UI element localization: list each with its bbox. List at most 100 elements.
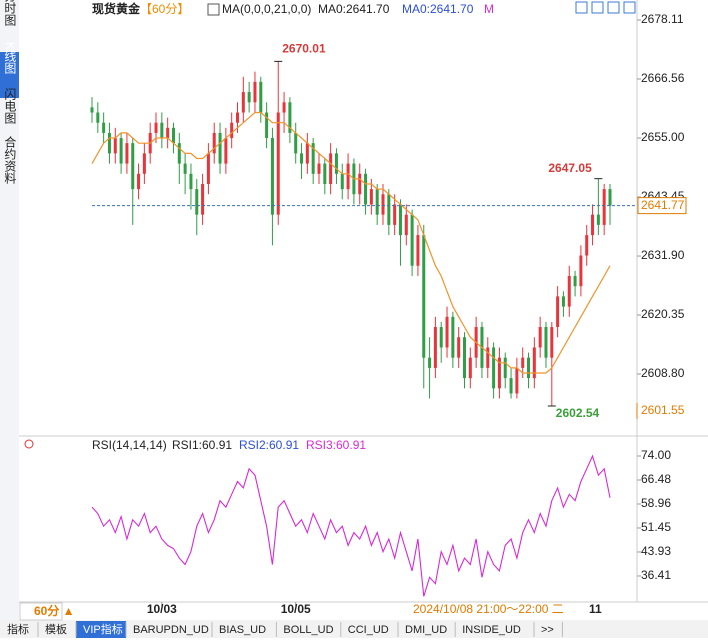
icon[interactable] (623, 1, 636, 14)
side-tab[interactable]: 合约资料 (3, 135, 17, 184)
extreme-label: 2602.54 (556, 406, 600, 420)
candle-body (457, 337, 461, 358)
toolbar-tab[interactable]: INSIDE_UD (462, 624, 521, 636)
candle-body (195, 189, 199, 215)
candle-body (492, 347, 496, 389)
candle-body (107, 132, 111, 154)
candle-body (334, 153, 338, 174)
candle-body (212, 132, 216, 154)
cursor-time: 2024/10/08 21:00～22:00 二 (413, 602, 564, 616)
toolbar-tab[interactable]: 模板 (45, 622, 67, 636)
candle-body (503, 357, 507, 379)
candle-body (96, 112, 100, 123)
candle-body (369, 189, 373, 205)
candle-body (201, 184, 205, 215)
rsi-tick-label: 66.48 (641, 472, 671, 486)
ma-flag: M (484, 2, 494, 16)
toolbar-tab[interactable]: CCI_UD (348, 624, 389, 636)
extreme-label: 2647.05 (548, 161, 592, 175)
candle-body (602, 189, 606, 225)
candle-body (381, 194, 385, 215)
rsi-label: RSI3:60.91 (306, 438, 366, 452)
candle-body (317, 163, 321, 174)
rsi-line (91, 454, 611, 597)
rsi-tick-label: 58.96 (641, 496, 671, 510)
candle-body (497, 357, 501, 389)
candle-body (393, 204, 397, 225)
candle-body (288, 102, 292, 133)
candle-body (171, 127, 175, 144)
toolbar-tab[interactable]: VIP指标 (83, 622, 123, 636)
candle-body (300, 153, 304, 164)
candle-body (567, 275, 571, 307)
candle-body (160, 122, 164, 139)
candle-body (119, 138, 123, 164)
candle-body (346, 163, 350, 190)
side-tab[interactable]: 分时图 (3, 0, 17, 26)
side-tab[interactable]: 闪电图 (3, 88, 17, 124)
toolbar-tab[interactable]: DMI_UD (405, 624, 447, 636)
candle-body (544, 327, 548, 358)
rsi-label: RSI2:60.91 (239, 438, 299, 452)
candle-body (206, 153, 210, 185)
toolbar-tab[interactable]: BIAS_UD (219, 624, 266, 636)
period-button[interactable]: 60分 ▲ (34, 603, 75, 618)
candle-body (90, 107, 94, 113)
candle-body (561, 296, 565, 307)
candle-body (556, 296, 560, 328)
toolbar-tab[interactable]: >> (541, 624, 554, 636)
icon[interactable] (207, 3, 220, 16)
candle-body (439, 327, 443, 348)
candle-body (486, 347, 490, 368)
candle-body (521, 357, 525, 368)
icon[interactable] (607, 1, 620, 14)
candle-body (509, 378, 513, 394)
candle-body (294, 132, 298, 154)
candle-body (445, 316, 449, 348)
rsi-tick-label: 51.45 (641, 520, 671, 534)
candle-body (270, 138, 274, 215)
ma-line (91, 111, 611, 374)
icon[interactable] (575, 1, 588, 14)
candle-body (311, 143, 315, 174)
candle-body (462, 337, 466, 379)
rsi-tick-label: 36.41 (641, 568, 671, 582)
y-tick-label: 2620.35 (641, 307, 685, 321)
candle-body (224, 138, 228, 164)
extreme-label: 2670.01 (282, 42, 326, 56)
toolbar-tab-active (76, 621, 126, 638)
candle-body (416, 235, 420, 266)
rsi-icon[interactable] (24, 439, 34, 449)
toolbar-tab[interactable]: BOLL_UD (283, 624, 333, 636)
toolbar-tab[interactable]: 指标 (7, 622, 29, 636)
candle-body (591, 214, 595, 236)
candle-body (142, 153, 146, 174)
indicator: MA(0,0,0,21,0,0) (222, 2, 311, 16)
x-tick-label: 10/05 (281, 602, 311, 616)
side-tab-active (0, 52, 19, 98)
candle-body (125, 143, 129, 164)
candle-body (323, 163, 327, 185)
candle-body (573, 275, 577, 287)
icon[interactable] (591, 1, 604, 14)
candle-body (550, 327, 554, 358)
candle-body (259, 81, 263, 113)
candle-body (340, 173, 344, 190)
candle-body (364, 173, 368, 205)
candle-body (451, 316, 455, 358)
toolbar-tab[interactable]: BARUPDN_UD (133, 624, 209, 636)
y-tick-label: 2608.80 (641, 366, 685, 380)
title: 现货黄金 (92, 1, 141, 16)
candle-body (154, 122, 158, 133)
candle-body (358, 173, 362, 195)
candle-body (131, 143, 135, 190)
last-price-box (637, 197, 687, 215)
ma-label: MA0:2641.70 (318, 2, 390, 16)
side-bar (0, 0, 19, 620)
side-tab[interactable]: K线图 (3, 42, 17, 74)
candle-body (218, 132, 222, 164)
x-tick-label: 10/03 (147, 602, 177, 616)
candle-body (387, 194, 391, 225)
